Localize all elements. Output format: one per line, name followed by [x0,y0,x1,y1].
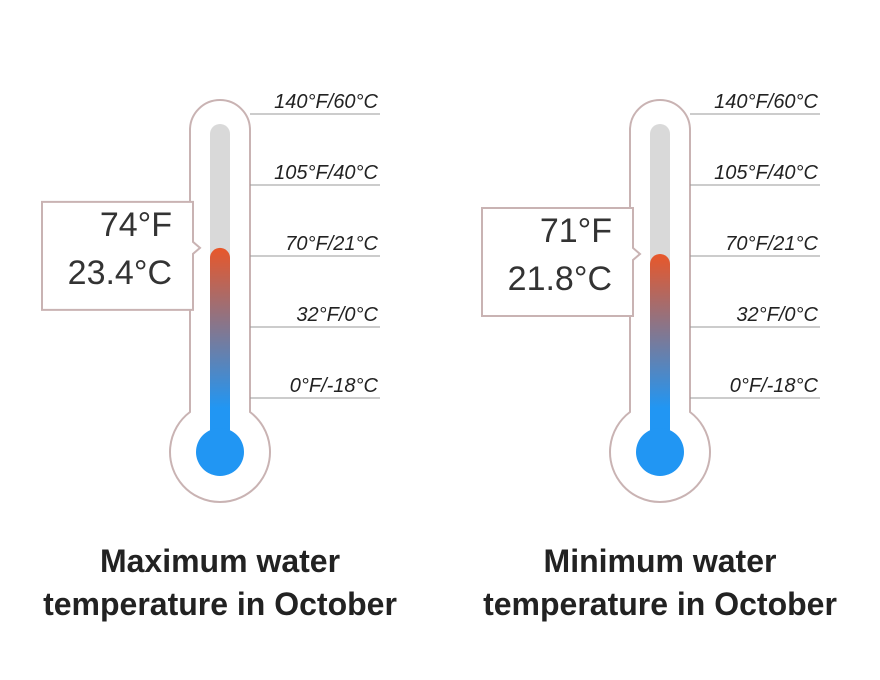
tick-label: 140°F/60°C [274,91,378,113]
bulb [196,428,244,476]
tick-label: 140°F/60°C [714,91,818,113]
tick-label: 0°F/-18°C [290,375,379,397]
readout-f: 71°F [540,212,612,250]
readout-c: 21.8°C [508,260,612,298]
chart-title: Minimum water temperature in October [483,543,837,622]
chart-title: Maximum water temperature in October [43,543,397,622]
tick-label: 105°F/40°C [274,162,378,184]
mercury [650,253,670,440]
readout-c: 23.4°C [68,254,172,292]
tick-label: 70°F/21°C [725,233,818,255]
tick-label: 0°F/-18°C [730,375,819,397]
readout-box [41,200,202,311]
tick-label: 32°F/0°C [296,304,378,326]
mercury [210,247,230,440]
tick-label: 105°F/40°C [714,162,818,184]
tick-label: 32°F/0°C [736,304,818,326]
readout-box [481,206,642,317]
tick-label: 70°F/21°C [285,233,378,255]
readout-f: 74°F [100,206,172,244]
bulb [636,428,684,476]
